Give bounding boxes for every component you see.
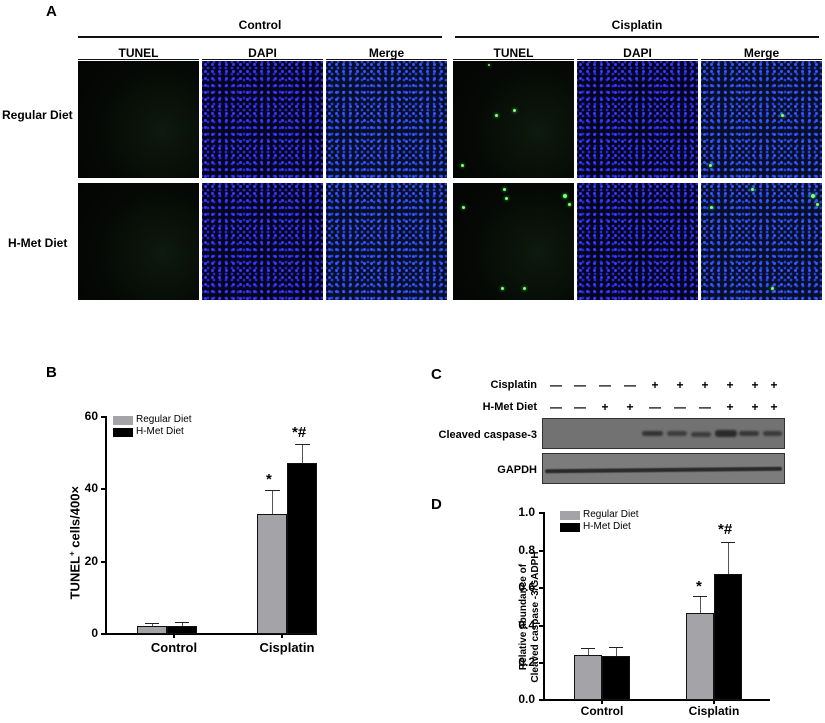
- micrograph-cisplatin-hmet-dapi: [577, 183, 698, 300]
- legend-swatch-regular: [560, 511, 580, 520]
- row-label-regular-diet: Regular Diet: [2, 108, 73, 122]
- chart-d-ytick: 0.0: [518, 692, 535, 706]
- tunel-positive-cell: [709, 164, 712, 167]
- tunel-positive-cell: [488, 64, 490, 66]
- chart-d-ytick: 0.8: [518, 543, 535, 557]
- col-header-cisplatin-tunel: TUNEL: [493, 46, 534, 60]
- chart-b-ytick: 60: [84, 409, 98, 423]
- legend-swatch-hmet: [560, 523, 580, 532]
- micrograph-cisplatin-regular-merge: [701, 61, 822, 178]
- col-header-cisplatin-merge: Merge: [743, 46, 780, 60]
- tunel-positive-cell: [505, 197, 508, 200]
- chart-d-ytick: 0.4: [518, 618, 535, 632]
- micrograph-control-hmet-tunel: [78, 183, 199, 300]
- col-header-control-merge: Merge: [368, 46, 405, 60]
- group-header-control: Control: [238, 18, 282, 32]
- group-rule-control: [78, 36, 442, 38]
- significance-star-hash: *#: [292, 424, 307, 441]
- tunel-positive-cell: [503, 188, 506, 191]
- tunel-positive-cell: [563, 194, 567, 198]
- bar-control-regular: [574, 655, 602, 700]
- chart-d-ytick: 0.6: [518, 580, 535, 594]
- tunel-positive-cell: [495, 114, 498, 117]
- legend-label-hmet: H-Met Diet: [136, 426, 184, 437]
- bar-control-hmet: [167, 626, 197, 634]
- significance-star: *: [266, 471, 272, 488]
- tunel-positive-cell: [461, 164, 464, 167]
- chart-d-ytick: 0.2: [518, 655, 535, 669]
- panel-b-letter: B: [46, 364, 57, 381]
- micrograph-control-regular-merge: [326, 61, 447, 178]
- chart-d-ytick: 1.0: [518, 505, 535, 519]
- tunel-positive-cell: [710, 206, 713, 209]
- western-blot-cleaved-caspase3: [542, 418, 785, 449]
- panel-d-letter: D: [431, 496, 442, 513]
- chart-b-ytick: 20: [84, 554, 98, 568]
- bar-cisplatin-hmet: [714, 574, 742, 700]
- chart-b-y-axis: [105, 416, 107, 635]
- bar-cisplatin-hmet: [287, 463, 317, 634]
- bar-control-regular: [137, 626, 167, 634]
- chart-d-xcat-control: Control: [580, 704, 624, 718]
- tunel-positive-cell: [568, 203, 571, 206]
- legend-swatch-hmet: [113, 428, 133, 437]
- micrograph-control-hmet-dapi: [202, 183, 323, 300]
- tunel-positive-cell: [771, 287, 774, 290]
- chart-b-ylabel: TUNEL+ cells/400×: [67, 485, 83, 600]
- chart-b-xcat-cisplatin: Cisplatin: [259, 640, 315, 655]
- bar-cisplatin-regular: [257, 514, 287, 634]
- micrograph-control-hmet-merge: [326, 183, 447, 300]
- blot-label-cleaved-caspase3: Cleaved caspase-3: [438, 429, 537, 441]
- tunel-positive-cell: [523, 287, 526, 290]
- bar-cisplatin-regular: [686, 613, 714, 700]
- chart-b-xcat-control: Control: [150, 640, 198, 655]
- group-rule-cisplatin: [455, 36, 819, 38]
- micrograph-cisplatin-hmet-tunel: [453, 183, 574, 300]
- chart-d-y-axis: [543, 512, 545, 701]
- blot-row-label-cisplatin: Cisplatin: [490, 379, 537, 391]
- bar-control-hmet: [602, 656, 630, 700]
- legend-swatch-regular: [113, 416, 133, 425]
- micrograph-control-regular-tunel: [78, 61, 199, 178]
- tunel-positive-cell: [513, 109, 516, 112]
- panel-c-letter: C: [431, 366, 442, 383]
- legend-label-regular: Regular Diet: [136, 414, 192, 425]
- micrograph-cisplatin-hmet-merge: [701, 183, 822, 300]
- significance-star: *: [696, 578, 702, 595]
- significance-star-hash: *#: [718, 521, 733, 538]
- micrograph-cisplatin-regular-tunel: [453, 61, 574, 178]
- col-header-cisplatin-dapi: DAPI: [623, 46, 652, 60]
- chart-d-xcat-cisplatin: Cisplatin: [688, 704, 740, 718]
- tunel-positive-cell: [462, 206, 465, 209]
- group-header-cisplatin: Cisplatin: [611, 18, 663, 32]
- micrograph-cisplatin-regular-dapi: [577, 61, 698, 178]
- col-header-control-dapi: DAPI: [248, 46, 277, 60]
- tunel-positive-cell: [751, 188, 754, 191]
- col-header-control-tunel: TUNEL: [118, 46, 159, 60]
- chart-b-ytick: 0: [91, 626, 98, 640]
- tunel-positive-cell: [781, 114, 784, 117]
- micrograph-control-regular-dapi: [202, 61, 323, 178]
- tunel-positive-cell: [811, 194, 815, 198]
- blot-label-gapdh: GAPDH: [497, 464, 537, 476]
- chart-d-x-axis: [543, 699, 770, 701]
- legend-label-hmet: H-Met Diet: [583, 521, 631, 532]
- blot-row-label-hmet: H-Met Diet: [482, 401, 537, 413]
- chart-b-x-axis: [105, 633, 317, 635]
- western-blot-gapdh: [542, 453, 785, 484]
- chart-b-ytick: 40: [84, 481, 98, 495]
- panel-a-letter: A: [46, 3, 57, 20]
- tunel-positive-cell: [816, 203, 819, 206]
- tunel-positive-cell: [501, 287, 504, 290]
- row-label-hmet-diet: H-Met Diet: [8, 236, 68, 250]
- legend-label-regular: Regular Diet: [583, 509, 639, 520]
